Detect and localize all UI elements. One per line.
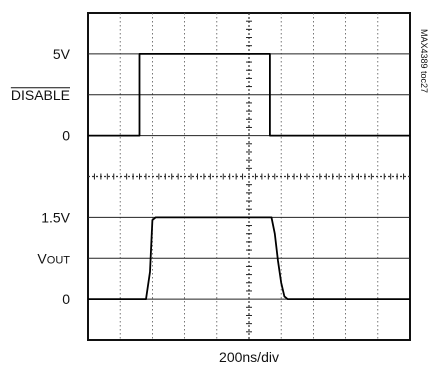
scope-grid — [87, 12, 411, 341]
x-axis-label: 200ns/div — [219, 349, 279, 365]
level-label-vout-0: 1.5V — [41, 209, 70, 225]
figure-code-label: MAX4389 toc27 — [419, 29, 429, 93]
level-label-vout-2: 0 — [62, 291, 70, 307]
level-label-vout-1: VOUT — [37, 250, 70, 266]
level-label-disable-1: DISABLE — [11, 87, 70, 103]
level-label-disable-0: 5V — [53, 46, 71, 62]
scope-labels: 5V DISABLE 0 1.5V VOUT 0 — [10, 46, 71, 307]
scope-traces — [88, 53, 410, 300]
level-label-disable-2: 0 — [62, 128, 70, 144]
trace-disable — [88, 53, 410, 137]
trace-vout — [88, 216, 410, 300]
